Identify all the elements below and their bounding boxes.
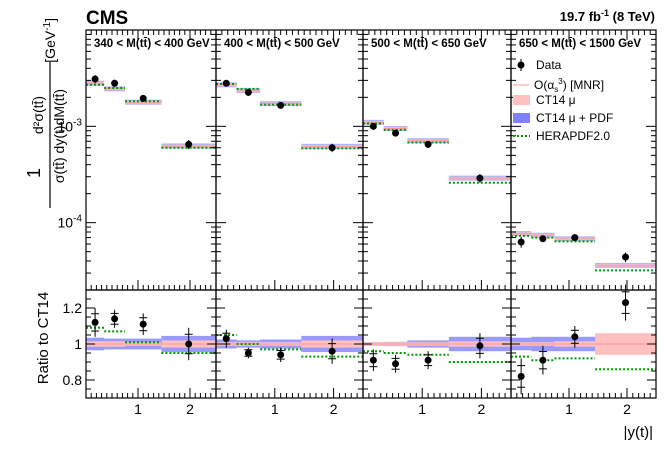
panel-4-data-point-main (517, 238, 525, 246)
panel-3-xtick-label: 2 (478, 401, 486, 417)
panel-2-data-point-main (328, 144, 336, 152)
legend-mnr-label: O(αs3) [MNR] (534, 77, 604, 94)
panel-3-data-point-main (424, 140, 432, 148)
panel-4-data-point-ratio (539, 356, 547, 364)
svg-text:d²σ(tt̄): d²σ(tt̄) (30, 96, 46, 134)
axes-layer: 340 < M(tt̄) < 400 GeV 1 2 400 < M(tt̄) < 5… (58, 29, 657, 417)
panel-2-mass-label: 400 < M(tt̄) < 500 GeV (224, 38, 340, 50)
panel-4-data-point-main (571, 234, 579, 242)
panel-1-data-point-ratio (185, 340, 193, 348)
main-ytick-label: 10-4 (58, 214, 83, 231)
legend-ct14-label: CT14 μ (536, 93, 576, 107)
panel-4-data-point-ratio (517, 372, 525, 380)
main-y-axis-label: 1 d²σ(tt̄) σ(tt̄) dy(t)dM(tt̄) [GeV-1] (24, 18, 67, 208)
panel-2-xtick-label: 1 (271, 401, 279, 417)
panel-3-data-point-ratio (392, 360, 400, 368)
panel-2-data-point-main (222, 79, 230, 87)
ratio-y-axis-label: Ratio to CT14 (35, 292, 52, 385)
panel-1-data-point-ratio (91, 318, 99, 326)
panel-3-data-point-main (476, 174, 484, 182)
panel-4-data-point-main (622, 253, 630, 261)
panel-4-data-point-ratio (571, 333, 579, 341)
panel-1-data-point-main (91, 75, 99, 83)
panel-3-xtick-label: 1 (418, 401, 426, 417)
panel-4-frame-main (510, 29, 657, 291)
panel-1-data-point-ratio (111, 315, 119, 323)
panel-2-data-point-ratio (277, 351, 285, 359)
panel-1-frame-main (85, 29, 217, 291)
ratio-ytick-label: 0.8 (63, 372, 83, 388)
panel-2-xtick-label: 2 (330, 401, 338, 417)
panel-3-data-point-main (369, 122, 377, 130)
panel-3-data-point-main (392, 129, 400, 137)
panel-1-xtick-label: 1 (134, 401, 142, 417)
svg-text:σ(tt̄) dy(t)dM(tt̄): σ(tt̄) dy(t)dM(tt̄) (51, 89, 67, 183)
panel-4-data-point-main (539, 235, 547, 243)
legend-ct14pdf-swatch (513, 113, 530, 123)
panel-2-data-point-main (277, 101, 285, 109)
svg-text:[GeV-1]: [GeV-1] (42, 18, 58, 63)
legend-data-marker (517, 59, 525, 71)
panel-3-data-point-ratio (424, 356, 432, 364)
x-axis-label: |y(t)| (624, 424, 653, 441)
data-points-layer (91, 75, 630, 395)
lumi-label: 19.7 fb-1 (8 TeV) (560, 8, 655, 24)
legend-herapdf-label: HERAPDF2.0 (536, 129, 610, 143)
legend-ct14-swatch (513, 95, 530, 105)
panel-4-mass-label: 650 < M(tt̄) < 1500 GeV (519, 38, 641, 50)
ratio-ytick-label: 1 (74, 336, 82, 352)
panel-1-mass-label: 340 < M(tt̄) < 400 GeV (94, 38, 210, 50)
panel-3-mass-label: 500 < M(tt̄) < 650 GeV (371, 38, 487, 50)
ratio-ytick-label: 1.2 (63, 300, 83, 316)
panel-1-data-point-main (185, 140, 193, 148)
panel-2-data-point-main (244, 88, 252, 96)
panel-3-data-point-ratio (476, 342, 484, 350)
panel-3-data-point-ratio (369, 356, 377, 364)
panel-2-data-point-ratio (328, 347, 336, 355)
panel-2-frame-main (215, 29, 364, 291)
main-ytick-label: 10-3 (58, 117, 83, 134)
experiment-label: CMS (86, 8, 128, 29)
legend-data-label: Data (536, 58, 562, 72)
panel-2-data-point-ratio (244, 349, 252, 357)
panel-1-data-point-main (111, 79, 119, 87)
panel-1-data-point-main (139, 94, 147, 102)
panel-1-data-point-ratio (139, 320, 147, 328)
panel-4-xtick-label: 2 (623, 401, 631, 417)
panel-1-xtick-label: 2 (186, 401, 194, 417)
panel-3-frame-main (362, 29, 512, 291)
panel-4-data-point-ratio (622, 299, 630, 307)
panel-2-data-point-ratio (222, 335, 230, 343)
legend-ct14pdf-label: CT14 μ + PDF (536, 111, 613, 125)
legend: Data O(αs3) [MNR] CT14 μ CT14 μ + PDF HE… (513, 58, 613, 143)
svg-text:1: 1 (24, 168, 44, 178)
panel-4-xtick-label: 1 (565, 401, 573, 417)
